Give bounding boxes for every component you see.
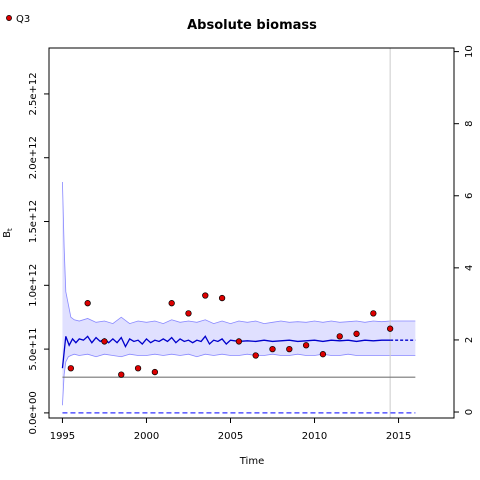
legend: Q3 bbox=[6, 14, 30, 25]
median-line-layer bbox=[61, 335, 416, 369]
data-point bbox=[218, 294, 226, 302]
data-point bbox=[185, 310, 192, 317]
y-right-tick-label: 8 bbox=[464, 120, 475, 126]
data-point bbox=[134, 365, 142, 372]
chart-title: Absolute biomass bbox=[187, 18, 317, 33]
data-point bbox=[84, 300, 91, 307]
x-axis-label: Time bbox=[239, 456, 264, 467]
data-point bbox=[336, 333, 343, 340]
y-tick-label: 1.0e+12 bbox=[28, 264, 39, 307]
data-point bbox=[168, 300, 175, 307]
y-tick-label: 2.5e+12 bbox=[28, 72, 39, 115]
x-tick-label: 2005 bbox=[218, 431, 243, 442]
data-point bbox=[252, 352, 259, 359]
data-point bbox=[118, 371, 125, 378]
legend-label-q3: Q3 bbox=[16, 14, 30, 25]
data-point bbox=[101, 338, 108, 345]
data-point bbox=[269, 345, 276, 353]
data-point bbox=[202, 292, 209, 299]
data-point bbox=[286, 345, 293, 353]
data-point bbox=[386, 325, 394, 332]
ci-band-layer bbox=[62, 181, 416, 406]
y-axis-right: 0 2 4 6 8 10 bbox=[454, 45, 475, 415]
data-point bbox=[302, 342, 310, 349]
y-right-tick-label: 4 bbox=[464, 265, 475, 271]
data-point bbox=[319, 351, 327, 358]
y-axis-label-text: Bt bbox=[2, 228, 14, 238]
points-layer bbox=[67, 292, 394, 378]
y-tick-label: 1.5e+12 bbox=[28, 200, 39, 243]
y-right-tick-label: 6 bbox=[464, 193, 475, 199]
y-tick-label: 2.0e+12 bbox=[28, 136, 39, 179]
y-right-tick-label: 0 bbox=[464, 409, 475, 415]
ci-upper-line bbox=[62, 181, 416, 325]
y-right-tick-label: 10 bbox=[464, 45, 475, 58]
x-tick-label: 1995 bbox=[50, 431, 75, 442]
y-axis-label-sub: t bbox=[6, 228, 14, 231]
ci-band bbox=[62, 181, 416, 406]
median-line bbox=[61, 335, 391, 369]
y-axis-label: Bt bbox=[2, 228, 14, 238]
x-tick-label: 2015 bbox=[386, 431, 411, 442]
x-tick-label: 2000 bbox=[134, 431, 159, 442]
data-point bbox=[67, 365, 74, 372]
y-right-tick-label: 2 bbox=[464, 337, 475, 343]
legend-marker-q3 bbox=[6, 15, 12, 21]
y-tick-label: 5.0e+11 bbox=[28, 328, 39, 371]
y-axis: 0.0e+00 5.0e+11 1.0e+12 1.5e+12 2.0e+12 2.5e+… bbox=[28, 72, 49, 434]
data-point bbox=[151, 368, 159, 376]
data-point bbox=[235, 338, 243, 345]
data-point bbox=[353, 330, 360, 337]
data-point bbox=[370, 310, 377, 317]
ci-lower-line bbox=[62, 353, 416, 406]
y-tick-label: 0.0e+00 bbox=[28, 391, 39, 434]
y-axis-label-main: B bbox=[2, 231, 13, 238]
x-tick-label: 2010 bbox=[302, 431, 327, 442]
x-axis: 1995 2000 2005 2010 2015 bbox=[50, 417, 411, 442]
